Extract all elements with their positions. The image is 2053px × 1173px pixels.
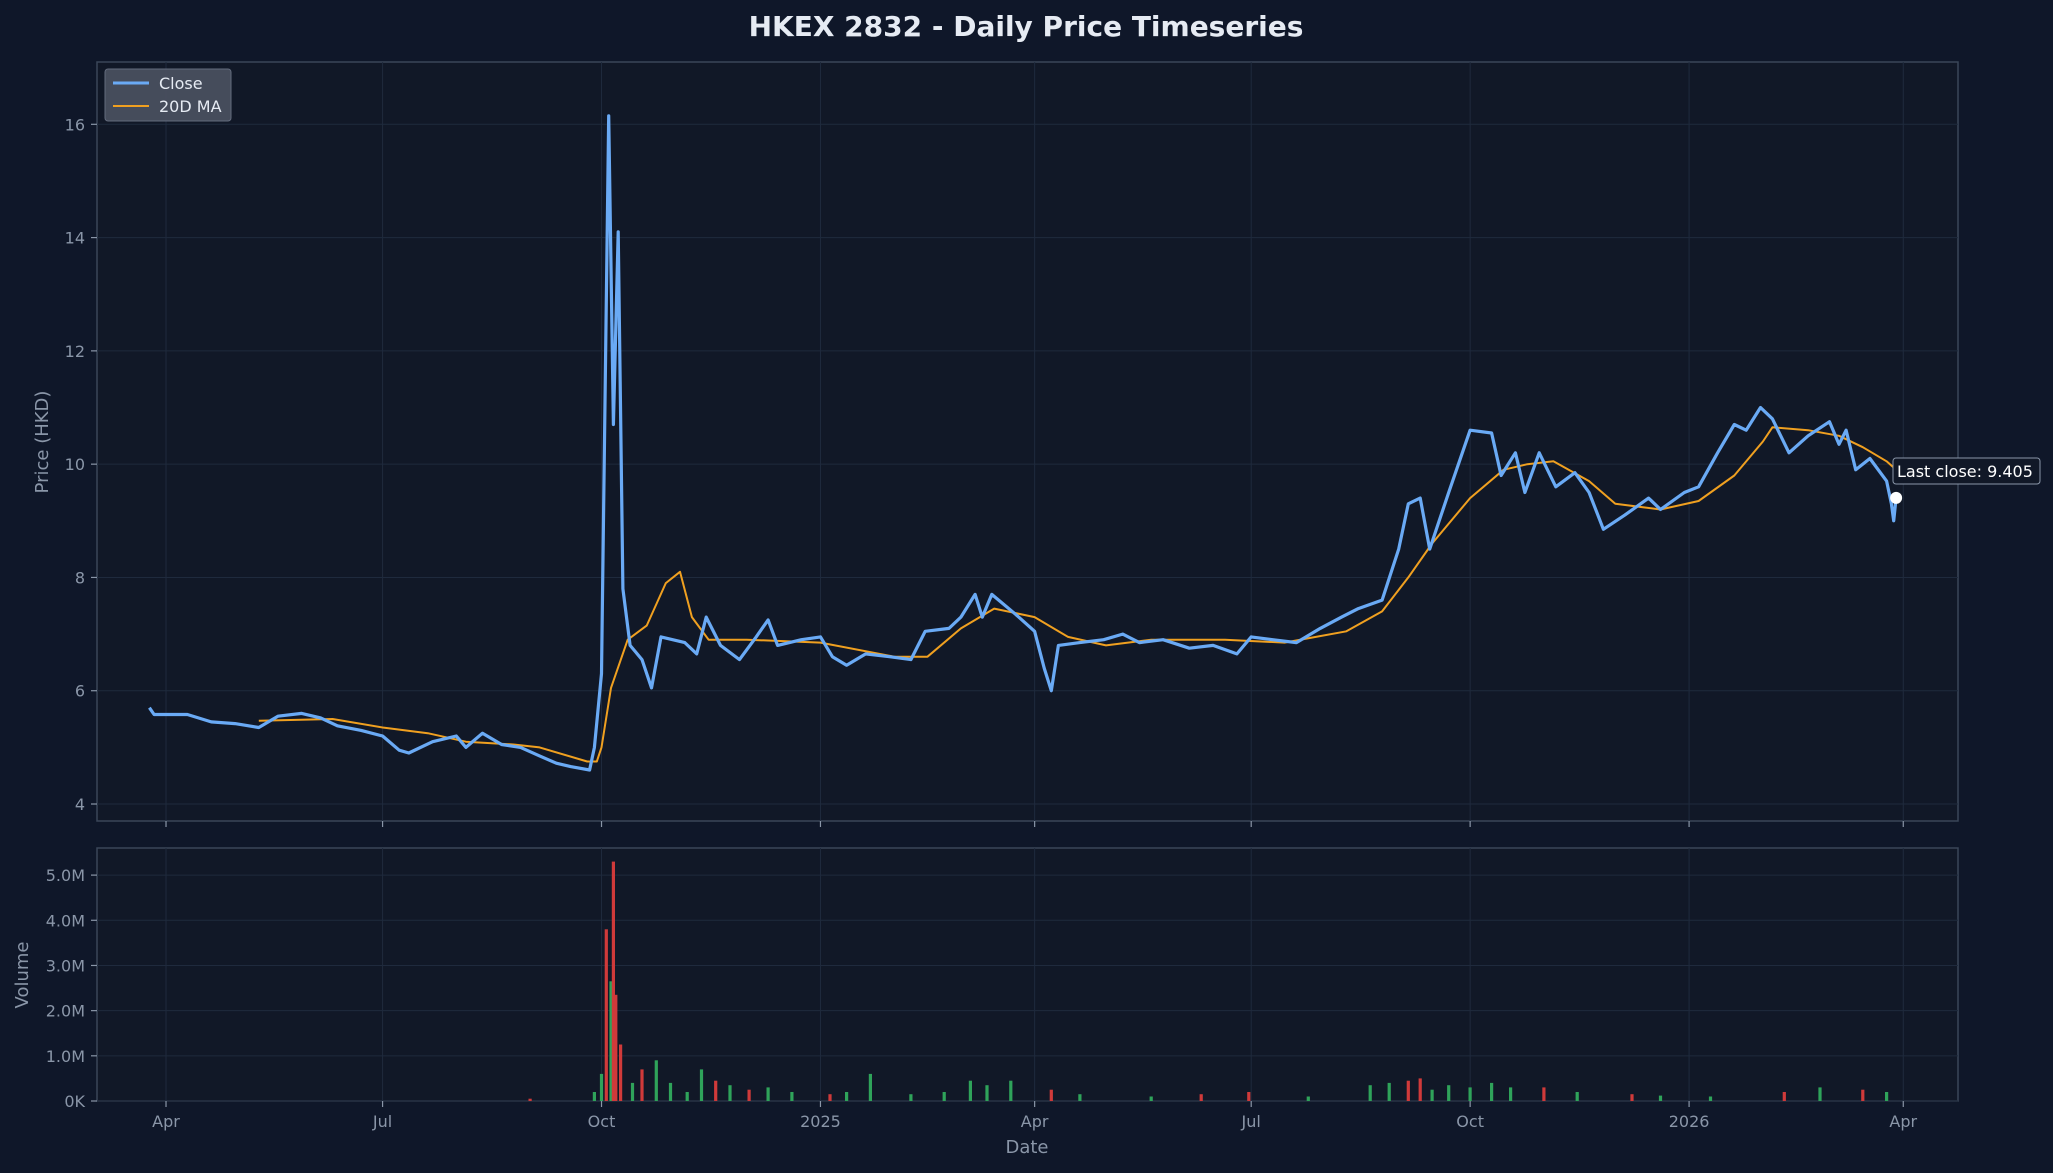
volume-bar-2 <box>599 1073 604 1101</box>
price-x-ticks <box>165 821 1904 827</box>
volume-bar-44 <box>1630 1094 1634 1101</box>
volume-bar-33 <box>1368 1085 1372 1101</box>
volume-y-tick-label-1: 1.0M <box>46 1047 85 1066</box>
volume-bar-27 <box>1049 1089 1053 1101</box>
chart-title: HKEX 2832 - Daily Price Timeseries <box>749 10 1304 43</box>
volume-bar-0 <box>528 1098 532 1101</box>
volume-bar-39 <box>1468 1087 1472 1101</box>
legend-ma-label: 20D MA <box>159 97 222 116</box>
price-y-tick-label-0: 4 <box>75 795 85 814</box>
price-y-tick-label-5: 14 <box>65 229 85 248</box>
x-tick-label-8: Apr <box>1889 1112 1917 1131</box>
x-tick-label-3: 2025 <box>800 1112 841 1131</box>
volume-bar-28 <box>1078 1094 1082 1101</box>
x-tick-label-4: Apr <box>1021 1112 1049 1131</box>
volume-bar-17 <box>766 1087 770 1101</box>
price-y-tick-label-1: 6 <box>75 682 85 701</box>
volume-grid <box>97 848 1958 1102</box>
volume-bar-46 <box>1708 1096 1713 1101</box>
volume-bar-1 <box>592 1092 596 1101</box>
volume-bar-21 <box>868 1073 872 1101</box>
volume-bar-12 <box>685 1092 689 1101</box>
volume-bar-30 <box>1199 1094 1203 1101</box>
volume-bar-41 <box>1509 1087 1513 1101</box>
volume-bar-20 <box>845 1092 849 1101</box>
price-panel <box>96 61 1959 822</box>
volume-x-ticks: Apr Jul Oct 2025 Apr Jul Oct 2026 Apr <box>152 1101 1918 1131</box>
volume-bar-23 <box>942 1092 946 1101</box>
last-close-box <box>1892 457 2041 485</box>
volume-bar-22 <box>909 1094 913 1101</box>
volume-bar-9 <box>640 1069 644 1101</box>
legend-close-label: Close <box>159 74 203 93</box>
volume-y-ticks: 0K 1.0M 2.0M 3.0M 4.0M 5.0M <box>46 866 97 1111</box>
volume-bar-4 <box>609 981 613 1101</box>
price-lines <box>148 114 1903 772</box>
volume-bar-15 <box>728 1085 732 1101</box>
volume-bar-6 <box>614 994 618 1101</box>
volume-y-tick-label-0: 0K <box>64 1092 85 1111</box>
price-y-tick-label-3: 10 <box>65 455 85 474</box>
volume-bar-42 <box>1542 1087 1546 1101</box>
volume-bar-26 <box>1009 1080 1013 1101</box>
last-close-marker <box>1890 491 1903 504</box>
volume-bar-47 <box>1782 1092 1786 1101</box>
volume-bar-7 <box>619 1044 623 1101</box>
price-y-tick-label-6: 16 <box>65 115 85 134</box>
x-tick-label-7: 2026 <box>1669 1112 1710 1131</box>
volume-bar-3 <box>604 929 608 1101</box>
volume-bar-43 <box>1575 1092 1579 1101</box>
volume-bar-31 <box>1247 1092 1251 1101</box>
volume-bar-48 <box>1818 1087 1822 1101</box>
x-tick-label-5: Jul <box>1241 1112 1261 1131</box>
volume-bar-36 <box>1418 1078 1422 1101</box>
x-tick-label-0: Apr <box>152 1112 180 1131</box>
volume-bars <box>528 861 1889 1101</box>
volume-bar-34 <box>1387 1082 1391 1101</box>
x-tick-label-2: Oct <box>588 1112 616 1131</box>
volume-bar-45 <box>1658 1095 1663 1101</box>
price-y-tick-label-2: 8 <box>75 568 85 587</box>
volume-bar-18 <box>790 1092 794 1101</box>
volume-bar-8 <box>630 1082 635 1101</box>
volume-bar-49 <box>1861 1089 1865 1101</box>
volume-y-tick-label-3: 3.0M <box>46 956 85 975</box>
volume-bar-29 <box>1149 1096 1153 1101</box>
legend: Close 20D MA <box>104 68 232 122</box>
volume-bar-13 <box>699 1069 704 1101</box>
volume-panel <box>96 847 1959 1102</box>
price-y-ticks: 4 6 8 10 12 14 16 <box>65 115 97 814</box>
volume-bar-40 <box>1490 1082 1494 1101</box>
volume-bar-14 <box>714 1080 718 1101</box>
volume-y-tick-label-5: 5.0M <box>46 866 85 885</box>
price-y-axis-label: Price (HKD) <box>32 391 53 494</box>
volume-bar-5 <box>611 861 615 1101</box>
volume-bar-35 <box>1406 1080 1410 1101</box>
x-axis-label: Date <box>1005 1137 1048 1158</box>
close-price-line <box>148 114 1898 772</box>
volume-bar-19 <box>828 1094 832 1101</box>
volume-bar-50 <box>1885 1092 1889 1101</box>
price-y-tick-label-4: 12 <box>65 342 85 361</box>
volume-bar-37 <box>1430 1089 1434 1101</box>
volume-y-axis-label: Volume <box>12 942 33 1009</box>
x-tick-label-6: Oct <box>1456 1112 1484 1131</box>
volume-y-tick-label-2: 2.0M <box>46 1002 85 1021</box>
volume-bar-11 <box>668 1082 673 1101</box>
price-grid <box>97 62 1958 821</box>
volume-bar-38 <box>1447 1085 1451 1101</box>
volume-bar-32 <box>1306 1096 1310 1101</box>
volume-bar-25 <box>985 1085 989 1101</box>
volume-bar-16 <box>747 1089 751 1101</box>
ma-20d-line <box>258 426 1897 763</box>
x-tick-label-1: Jul <box>372 1112 392 1131</box>
volume-bar-24 <box>968 1080 972 1101</box>
last-close-annotation: Last close: 9.405 <box>1892 457 2041 485</box>
volume-y-tick-label-4: 4.0M <box>46 911 85 930</box>
volume-bar-10 <box>654 1060 658 1101</box>
last-close-label: Last close: 9.405 <box>1897 462 2033 481</box>
